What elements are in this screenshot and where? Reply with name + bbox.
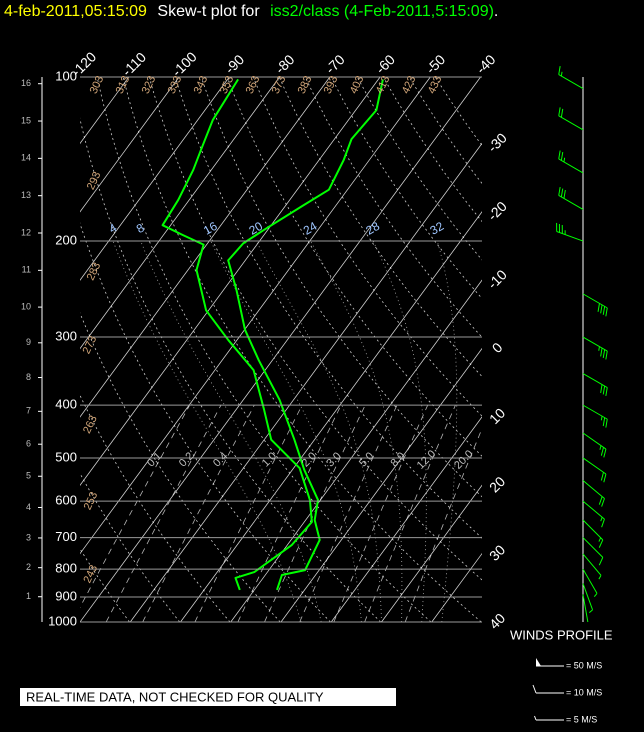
height-label: 1 [26, 591, 31, 601]
header-source: iss2/class (4-Feb-2011,5:15:09) [270, 3, 494, 20]
height-label: 3 [26, 532, 31, 542]
height-label: 7 [26, 406, 31, 416]
height-label: 11 [22, 265, 31, 275]
header-title: Skew-t plot for [157, 3, 260, 20]
pressure-label: 300 [55, 328, 77, 343]
barb-half-feather [601, 416, 602, 420]
pressure-label: 200 [55, 232, 77, 247]
pressure-label: 700 [55, 529, 77, 544]
wind-legend-label: = 50 M/S [566, 660, 602, 670]
header: 4-feb-2011,05:15:09 Skew-t plot for iss2… [4, 3, 498, 20]
barb-half-feather [564, 158, 565, 162]
pressure-label: 1000 [48, 613, 77, 628]
height-label: 8 [26, 372, 31, 382]
footer: REAL-TIME DATA, NOT CHECKED FOR QUALITY [26, 689, 324, 704]
height-label: 15 [21, 115, 31, 125]
wind-legend-label: = 5 M/S [566, 714, 597, 724]
barb-half-feather [599, 347, 600, 351]
pressure-label: 400 [55, 397, 77, 412]
height-label: 4 [26, 502, 31, 512]
wind-title: WINDS PROFILE [510, 627, 613, 642]
height-label: 5 [26, 471, 31, 481]
height-label: 10 [21, 301, 31, 311]
height-label: 13 [21, 190, 31, 200]
header-time: 4-feb-2011,05:15:09 [4, 3, 147, 20]
height-label: 2 [26, 562, 31, 572]
height-label: 6 [26, 439, 31, 449]
height-label: 12 [21, 227, 31, 237]
height-label: 16 [21, 78, 31, 88]
pressure-label: 600 [55, 493, 77, 508]
header-end: . [494, 3, 498, 20]
barb-half-feather [561, 72, 562, 76]
height-label: 9 [26, 337, 31, 347]
wind-legend-label: = 10 M/S [566, 687, 602, 697]
height-label: 14 [21, 153, 31, 163]
pressure-label: 900 [55, 588, 77, 603]
pressure-label: 500 [55, 449, 77, 464]
pressure-label: 800 [55, 561, 77, 576]
